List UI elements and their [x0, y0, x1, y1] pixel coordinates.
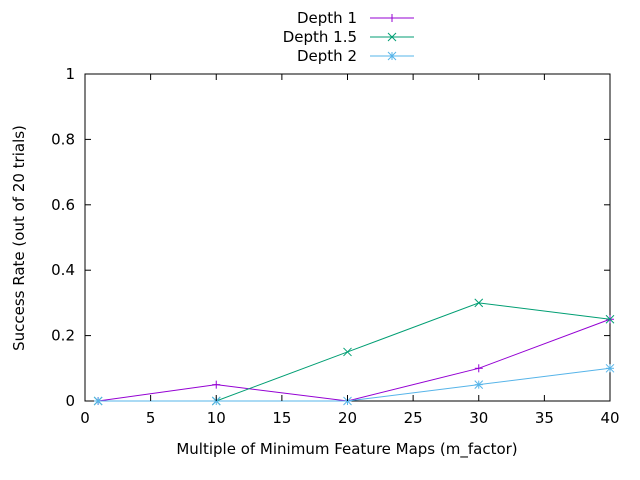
data-point-series-1: [212, 380, 221, 389]
x-tick-label: 30: [469, 409, 488, 427]
legend-swatch-marker-2: [387, 32, 397, 42]
data-point-series-2: [474, 298, 484, 308]
x-tick-label: 5: [146, 409, 156, 427]
data-point-series-3: [474, 380, 484, 390]
y-tick-label: 0: [65, 392, 75, 410]
series-line-3: [98, 367, 611, 402]
data-point-series-2: [605, 314, 615, 324]
x-axis-label: Multiple of Minimum Feature Maps (m_fact…: [176, 440, 517, 459]
data-point-series-3: [605, 363, 615, 373]
data-point-series-3: [93, 396, 103, 406]
x-tick-label: 20: [338, 409, 357, 427]
x-tick-label: 0: [80, 409, 90, 427]
legend-label-2: Depth 1.5: [283, 28, 357, 46]
plot-area: [84, 73, 615, 406]
y-tick-label: 0.8: [51, 130, 75, 148]
y-tick-label: 0.6: [51, 196, 75, 214]
y-tick-label: 0.4: [51, 261, 75, 279]
series-line-1: [98, 318, 611, 402]
x-tick-label: 40: [600, 409, 619, 427]
data-point-series-1: [474, 364, 483, 373]
y-tick-label: 0.2: [51, 327, 75, 345]
data-point-series-2: [343, 347, 352, 357]
x-tick-label: 15: [272, 409, 291, 427]
legend-swatch-marker-1: [388, 14, 396, 22]
x-tick-label: 10: [207, 409, 226, 427]
y-tick-label: 1: [65, 65, 75, 83]
axis-ticks: 0 5 10 15 20 25 30 35 40 0 0.2 0.4 0.6 0.8 1: [51, 65, 619, 427]
x-tick-label: 25: [404, 409, 423, 427]
y-axis-label: Success Rate (out of 20 trials): [10, 125, 28, 351]
series-line-2: [98, 302, 611, 402]
legend-label-1: Depth 1: [297, 9, 357, 27]
legend-label-3: Depth 2: [297, 47, 357, 65]
legend-swatch-marker-3: [387, 51, 397, 61]
x-tick-label: 35: [535, 409, 554, 427]
